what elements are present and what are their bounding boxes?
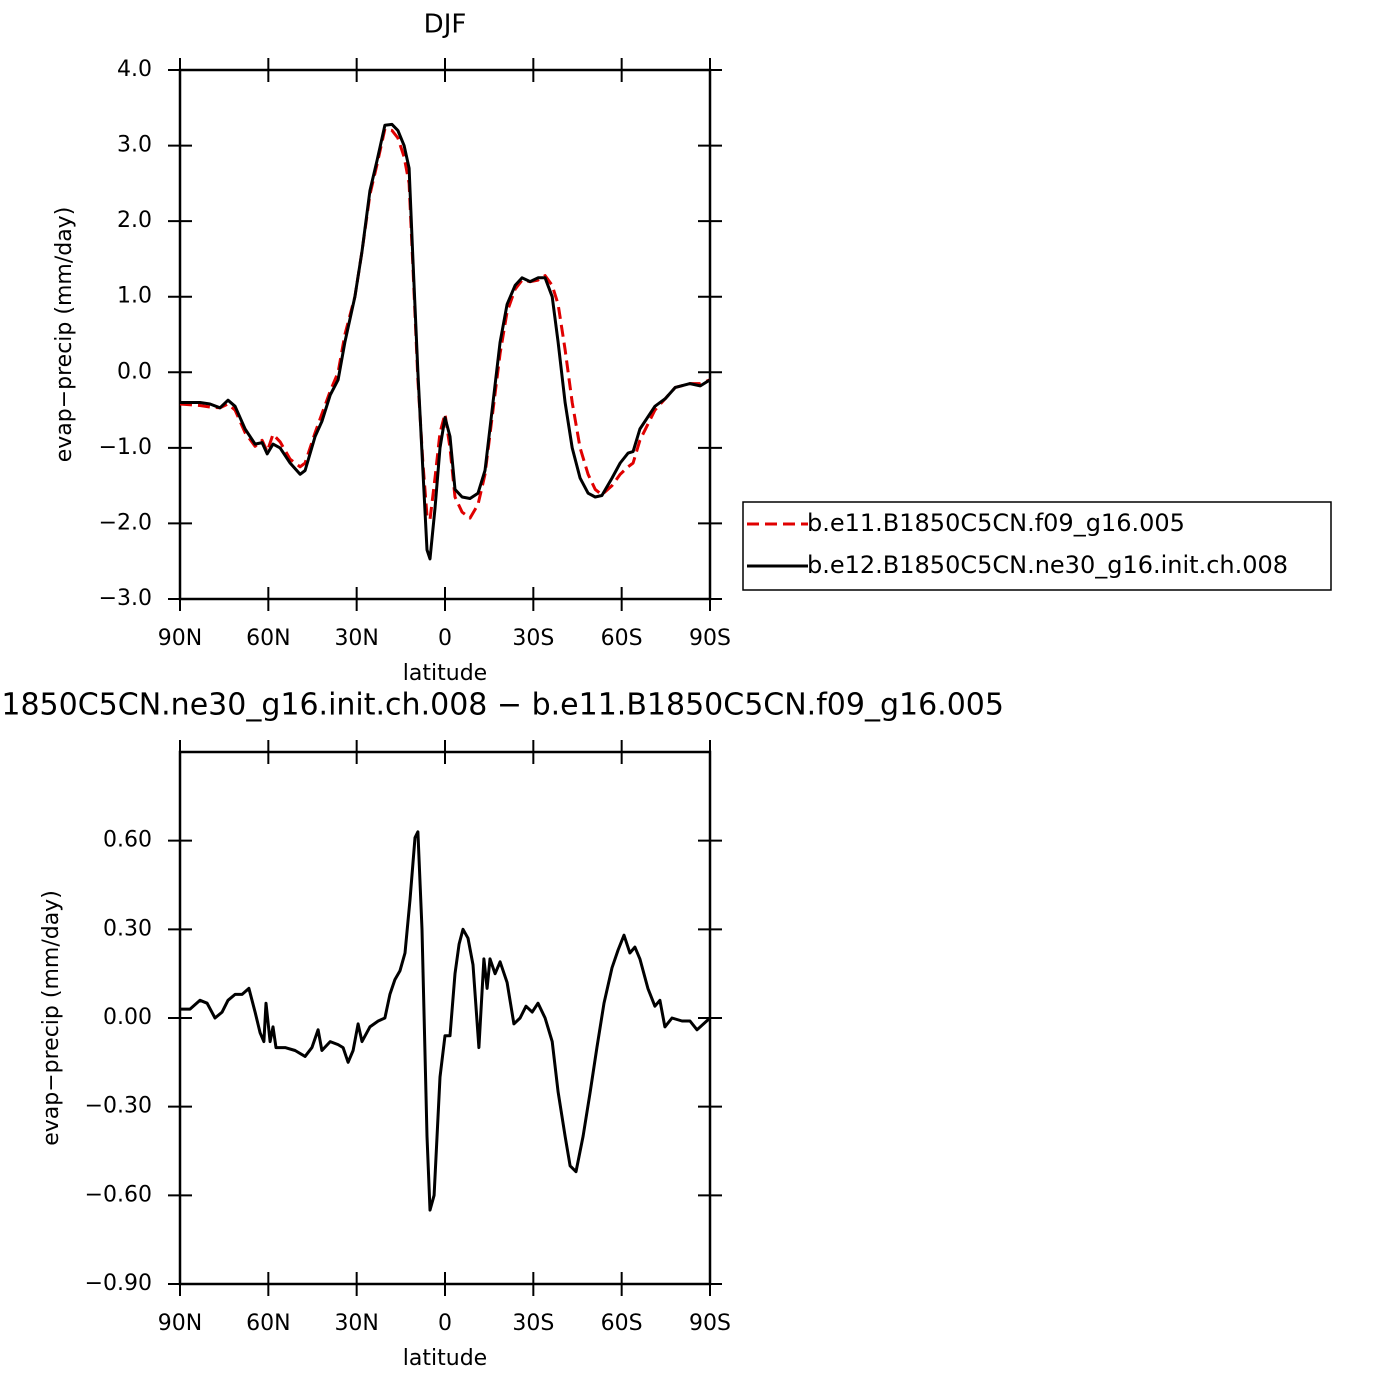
x-tick-label: 60N [246,1311,290,1336]
y-tick-label: 0.60 [103,828,152,853]
y-tick-label: 4.0 [117,57,152,82]
x-tick-label: 90S [689,626,731,651]
y-tick-label: 3.0 [117,133,152,158]
y-tick-label: −3.0 [99,586,152,611]
y-tick-label: −0.60 [85,1182,152,1207]
legend-label: b.e11.B1850C5CN.f09_g16.005 [807,509,1185,537]
x-tick-label: 90S [689,1311,731,1336]
x-tick-label: 30N [334,1311,378,1336]
x-tick-label: 0 [438,1311,452,1336]
y-tick-label: −1.0 [99,435,152,460]
plot-frame [178,750,712,1286]
data-line [180,122,711,561]
x-tick-label: 0 [438,626,452,651]
x-tick-label: 60S [601,1311,643,1336]
x-tick-label: 90N [158,1311,202,1336]
plot-frame [178,68,712,601]
x-tick-label: 90N [158,626,202,651]
y-tick-label: −0.90 [85,1271,152,1296]
y-tick-label: 0.0 [117,359,152,384]
y-tick-label: 1.0 [117,284,152,309]
data-line [179,127,711,522]
y-tick-label: 0.30 [103,916,152,941]
x-axis-label: latitude [403,661,487,686]
chart-title: b.e12.B1850C5CN.ne30_g16.init.ch.008 − b… [0,688,1004,723]
legend-label: b.e12.B1850C5CN.ne30_g16.init.ch.008 [807,551,1288,579]
chart-title: DJF [424,10,467,40]
x-axis-label: latitude [403,1346,487,1371]
x-tick-label: 30N [334,626,378,651]
y-tick-label: −2.0 [99,510,152,535]
data-line [180,830,712,1212]
y-tick-label: −0.30 [85,1094,152,1119]
y-axis-label: evap−precip (mm/day) [52,207,77,463]
x-tick-label: 30S [512,626,554,651]
x-tick-label: 30S [512,1311,554,1336]
x-tick-label: 60N [246,626,290,651]
y-axis-label: evap−precip (mm/day) [39,890,64,1146]
x-tick-label: 60S [601,626,643,651]
y-tick-label: 2.0 [117,208,152,233]
legend-box [742,501,1332,591]
y-tick-label: 0.00 [103,1005,152,1030]
